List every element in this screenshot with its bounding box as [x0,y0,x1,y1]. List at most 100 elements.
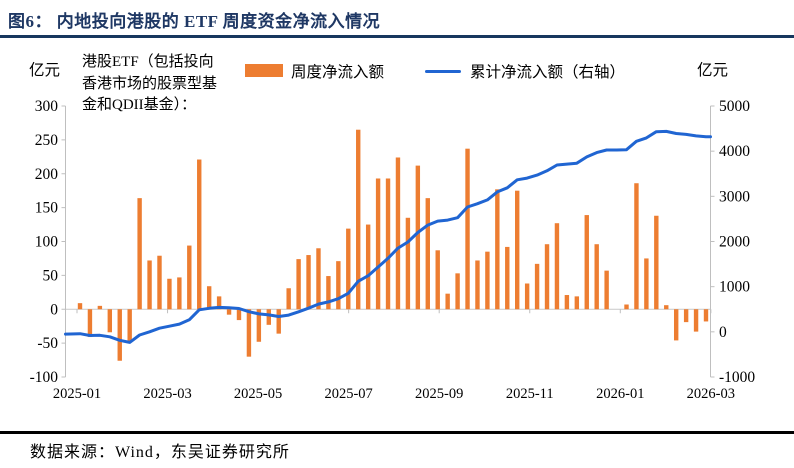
bar-week [485,251,490,310]
bar-week [534,263,540,310]
right-axis-unit: 亿元 [697,62,729,79]
x-axis-tick-label: 2025-03 [143,386,191,402]
bar-week [544,244,550,310]
bar-week [465,148,470,310]
bar-week [435,250,440,310]
legend-bar-label: 周度净流入额 [291,64,385,81]
bar-week [703,309,709,322]
legend-note: 港股ETF（包括投向 香港市场的股票型基 金和QDII基金）： [82,52,252,117]
bar-week [256,309,262,342]
bar-week [455,273,460,310]
right-axis-tick-label: 3000 [719,188,750,205]
legend-note-line2: 香港市场的股票型基 [82,75,218,92]
bar-week [356,129,361,310]
bar-week [475,260,480,310]
left-axis-tick-label: 0 [50,301,58,318]
bar-week [415,165,421,310]
bar-week [77,303,83,310]
x-axis-tick-label: 2025-05 [234,386,282,402]
bar-week [405,217,411,310]
bar-week [266,309,271,325]
bar-week [226,309,232,315]
bar-week [167,278,172,310]
bar-week [137,198,142,310]
x-axis-tick-label: 2025-07 [324,386,372,402]
bar-week [216,296,222,310]
x-axis-tick-label: 2025-11 [506,386,554,402]
legend-line-label: 累计净流入额（右轴） [470,64,626,81]
bar-week [395,157,401,310]
bar-week [197,159,202,310]
bar-week [385,178,391,310]
left-axis-unit: 亿元 [29,62,61,79]
left-axis-tick-label: -50 [37,335,58,352]
bar-week [97,305,103,310]
legend-bar-swatch [245,64,283,77]
bar-week [326,276,331,310]
right-axis-tick-label: -1000 [719,369,755,386]
bar-week [117,309,122,361]
right-axis-tick-label: 5000 [719,98,750,115]
cumulative-net-inflow-line [64,129,712,344]
bar-week [554,223,560,310]
bar-week [654,215,659,310]
left-axis-tick-label: 50 [43,267,59,284]
bar-week [524,283,530,310]
bar-week [87,309,93,338]
bar-week [495,189,500,310]
bar-week [296,259,301,310]
footer-rule [0,431,794,434]
bar-week [425,198,430,310]
axes: 300 250 200 150 100 50 0 -50 -100 5000 4000 3000 200… [30,98,756,402]
left-axis-tick-label: 200 [35,166,59,183]
bar-week [286,288,291,310]
bar-week [515,190,520,310]
left-axis-tick-label: 150 [35,200,59,217]
bar-week [306,255,311,310]
header-rule [0,35,794,38]
source-note: 数据来源：Wind，东吴证券研究所 [30,444,290,461]
weekly-net-inflow-bars [77,129,709,361]
bar-week [505,246,510,310]
right-axis-tick-label: 2000 [719,234,750,251]
left-axis-tick-label: 250 [35,132,59,149]
x-axis-tick-label: 2026-03 [687,386,735,402]
right-axis-tick-label: 4000 [719,143,750,160]
bar-week [664,305,669,310]
left-axis-tick-label: 100 [35,234,59,251]
legend-note-line1: 港股ETF（包括投向 [82,54,214,70]
bar-week [634,183,639,310]
bar-week [624,304,629,310]
bar-week [365,224,371,310]
bar-week [236,309,242,321]
bar-week [584,215,589,310]
bar-week [445,293,450,310]
bar-week [693,309,699,332]
bar-week [127,309,132,342]
bar-week [564,295,570,310]
right-axis-tick-label: 0 [719,324,727,341]
left-axis-tick-label: -100 [30,369,59,386]
bar-week [346,228,351,310]
bar-week [673,309,679,341]
bar-week [644,258,649,310]
bar-week [316,248,321,310]
bar-week [177,277,182,310]
figure-title: 图6： 内地投向港股的 ETF 周度资金净流入情况 [8,12,381,31]
legend-note-line3: 金和QDII基金）： [82,97,197,113]
x-axis-tick-label: 2026-01 [596,386,644,402]
x-axis-tick-label: 2025-09 [415,386,463,402]
bar-week [206,286,212,310]
bar-week [594,244,599,310]
bar-week [336,261,341,310]
right-axis-tick-label: 1000 [719,279,750,296]
bar-week [375,178,381,310]
bar-week [683,309,689,323]
bar-week [187,245,192,310]
bar-week [246,309,252,357]
bar-week [574,296,580,310]
left-axis-tick-label: 300 [35,98,59,115]
x-axis-tick-label: 2025-01 [53,386,101,402]
legend-line-swatch [425,70,461,73]
